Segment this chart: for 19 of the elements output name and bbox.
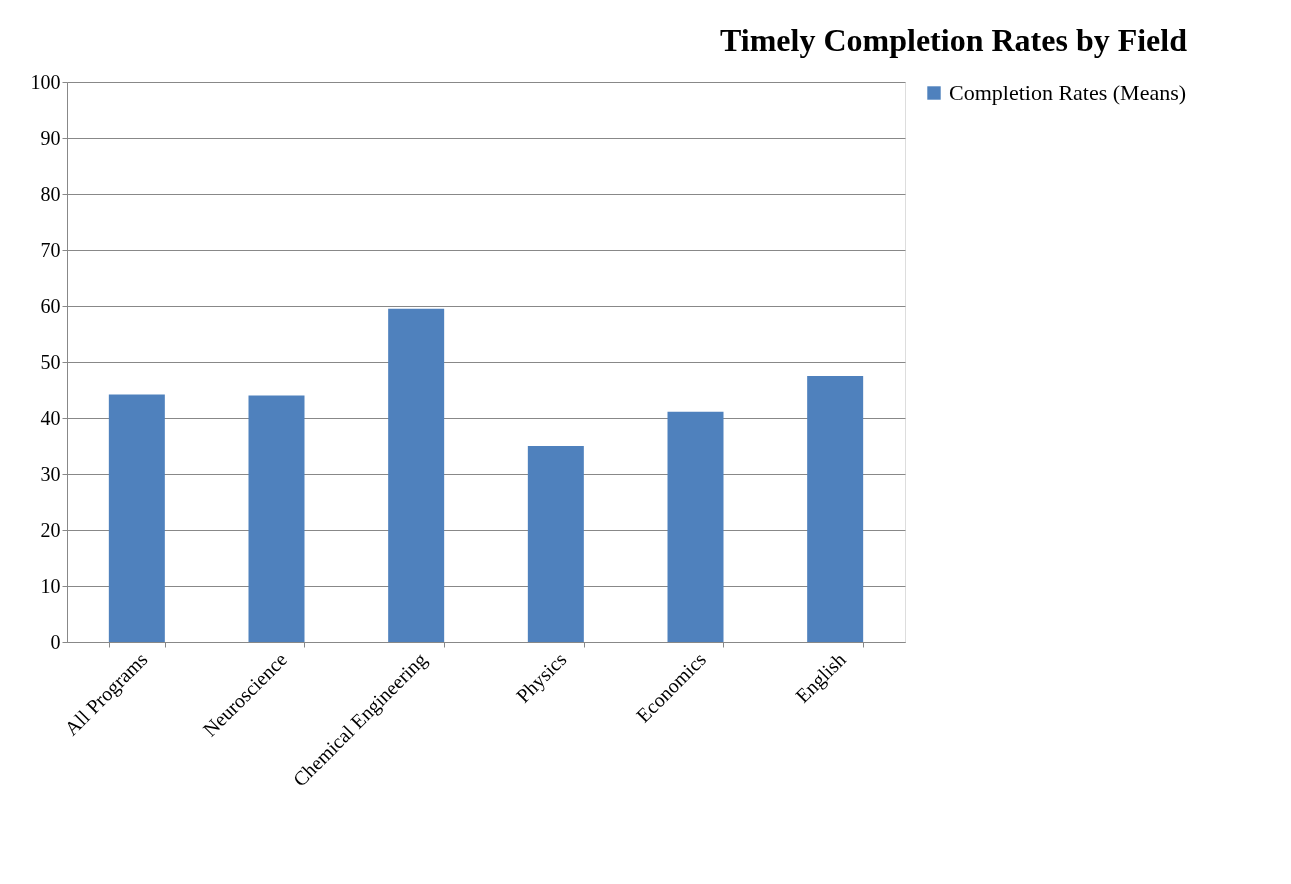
y-tick-label: 100	[30, 70, 61, 93]
y-tick-label: 0	[50, 630, 61, 653]
y-tick-label: 80	[40, 182, 61, 205]
bar	[248, 395, 305, 642]
bar	[388, 308, 445, 642]
bar	[667, 411, 724, 642]
y-tick-label: 70	[40, 238, 61, 261]
bar	[807, 376, 864, 642]
y-tick-label: 50	[40, 350, 61, 373]
y-tick-label: 90	[40, 126, 61, 149]
y-tick-label: 60	[40, 294, 61, 317]
y-tick-label: 40	[40, 406, 61, 429]
y-tick-label: 10	[40, 574, 61, 597]
bar	[108, 394, 165, 642]
bar	[527, 446, 584, 642]
legend-label: Completion Rates (Means)	[949, 80, 1187, 105]
chart-title: Timely Completion Rates by Field	[720, 22, 1188, 58]
y-tick-label: 30	[40, 462, 61, 485]
y-tick-label: 20	[40, 518, 61, 541]
